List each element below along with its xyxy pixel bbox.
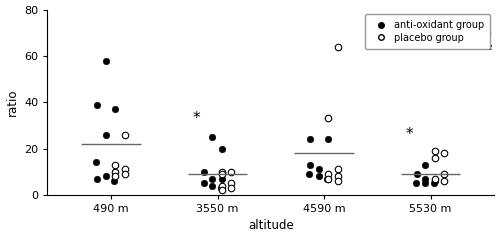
Point <box>110 179 118 183</box>
Point <box>305 172 313 176</box>
Point <box>208 135 216 139</box>
Point <box>431 177 439 181</box>
Point <box>431 156 439 160</box>
Point <box>334 179 342 183</box>
Point <box>430 181 438 185</box>
Point <box>112 107 120 111</box>
Point <box>440 151 448 155</box>
Point <box>324 117 332 120</box>
Point <box>228 170 235 174</box>
Text: p (rmANOVA) = 0.0117
 *p < 0.05 compared with
   baseline: p (rmANOVA) = 0.0117 *p < 0.05 compared … <box>366 15 492 51</box>
Point <box>315 168 323 171</box>
Point <box>324 137 332 141</box>
Point <box>218 177 226 181</box>
Point <box>324 177 332 181</box>
Point <box>431 149 439 153</box>
Point <box>306 163 314 167</box>
Point <box>121 168 129 171</box>
Point <box>102 59 110 62</box>
Point <box>218 188 226 192</box>
Point <box>208 177 216 181</box>
Point <box>440 172 448 176</box>
Point <box>112 170 120 174</box>
Point <box>121 133 129 137</box>
Point <box>218 170 226 174</box>
Point <box>324 177 332 181</box>
Point <box>421 177 429 181</box>
Point <box>92 160 100 164</box>
Point <box>112 174 120 178</box>
Point <box>112 170 120 174</box>
Point <box>218 184 226 188</box>
Point <box>315 174 323 178</box>
Point <box>431 179 439 183</box>
Point <box>324 177 332 181</box>
Point <box>112 163 120 167</box>
Point <box>102 174 110 178</box>
Point <box>228 186 235 190</box>
Point <box>324 172 332 176</box>
Point <box>217 186 225 190</box>
Point <box>306 137 314 141</box>
Point <box>200 170 208 174</box>
Legend: anti-oxidant group, placebo group: anti-oxidant group, placebo group <box>366 15 490 49</box>
Point <box>421 181 429 185</box>
Text: *: * <box>406 127 413 142</box>
Point <box>412 181 420 185</box>
Point <box>334 174 342 178</box>
Point <box>102 133 110 137</box>
Point <box>200 181 208 185</box>
Point <box>228 181 235 185</box>
Point <box>334 45 342 49</box>
Point <box>218 147 226 150</box>
Text: *: * <box>192 111 200 126</box>
Point <box>412 172 420 176</box>
Point <box>218 172 226 176</box>
X-axis label: altitude: altitude <box>248 219 294 233</box>
Point <box>440 179 448 183</box>
Point <box>94 177 102 181</box>
Point <box>121 172 129 176</box>
Point <box>421 163 429 167</box>
Point <box>334 168 342 171</box>
Y-axis label: ratio: ratio <box>6 89 18 116</box>
Point <box>208 184 216 188</box>
Point <box>94 103 102 106</box>
